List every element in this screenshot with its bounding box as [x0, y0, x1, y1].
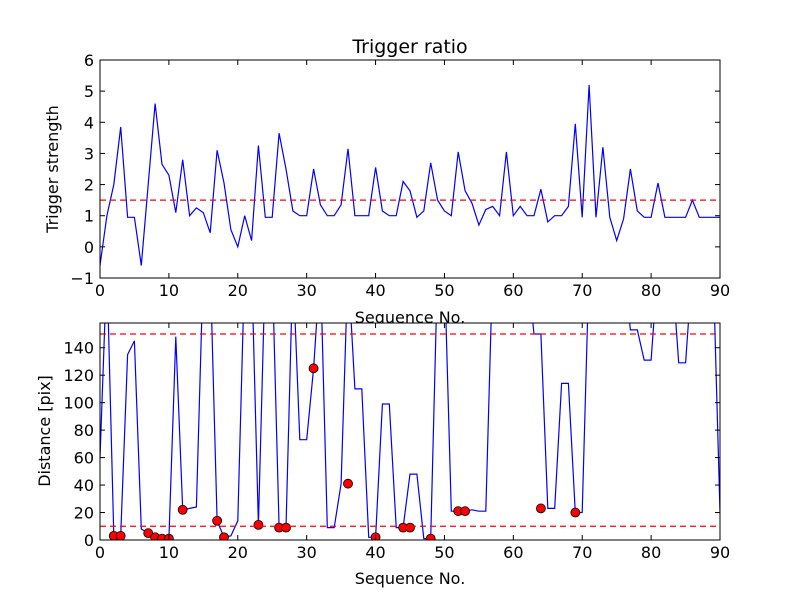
y-tick-label: 100 — [63, 394, 94, 413]
x-tick-label: 10 — [159, 543, 179, 562]
data-point — [425, 533, 436, 540]
series-line — [100, 323, 720, 540]
data-point — [343, 478, 353, 489]
x-tick-label: 60 — [503, 281, 523, 300]
y-tick-label: 140 — [63, 339, 94, 358]
data-point — [219, 532, 229, 540]
data-point — [212, 515, 223, 526]
data-point — [535, 503, 546, 514]
data-point — [405, 522, 415, 533]
y-tick-label: 40 — [74, 476, 94, 495]
x-tick-label: 0 — [95, 281, 105, 300]
chart-title: Trigger ratio — [351, 36, 467, 58]
x-tick-label: 90 — [710, 281, 730, 300]
x-tick-label: 80 — [641, 543, 661, 562]
data-point — [177, 504, 188, 515]
axes-frame — [99, 322, 721, 541]
y-axis-label: Trigger strength — [43, 105, 62, 234]
data-point — [281, 522, 291, 533]
y-tick-label: 120 — [63, 366, 94, 385]
x-tick-label: 10 — [159, 281, 179, 300]
x-tick-label: 40 — [365, 543, 385, 562]
x-tick-label: 70 — [572, 543, 592, 562]
x-axis-label: Sequence No. — [355, 308, 466, 327]
y-tick-label: 4 — [84, 113, 94, 132]
x-tick-label: 20 — [228, 543, 248, 562]
axes-frame — [99, 59, 721, 279]
data-point — [570, 507, 581, 518]
y-tick-label: −1 — [70, 269, 94, 288]
y-axis-label: Distance [pix] — [35, 375, 54, 487]
plot-area — [100, 60, 720, 278]
data-point — [460, 506, 471, 517]
x-tick-label: 90 — [710, 543, 730, 562]
data-point — [308, 363, 319, 374]
x-tick-label: 30 — [296, 281, 316, 300]
y-tick-label: 1 — [84, 207, 94, 226]
data-point — [253, 519, 264, 530]
x-tick-label: 0 — [95, 543, 105, 562]
y-tick-label: 80 — [74, 421, 94, 440]
y-tick-label: 3 — [84, 144, 94, 163]
y-tick-label: 20 — [74, 504, 94, 523]
y-tick-label: 60 — [74, 449, 94, 468]
distance-chart: 0 10 20 30 40 50 60 70 80 90 0 20 40 60 80 100 120 140 Se… — [35, 322, 730, 588]
data-point — [115, 530, 126, 540]
y-tick-label: 6 — [84, 51, 94, 70]
y-tick-label: 0 — [84, 238, 94, 257]
x-axis-label: Sequence No. — [355, 569, 466, 588]
y-tick-label: 2 — [84, 176, 94, 195]
x-tick-label: 60 — [503, 543, 523, 562]
plot-area — [100, 323, 720, 540]
x-tick-label: 50 — [434, 543, 454, 562]
y-tick-label: 5 — [84, 82, 94, 101]
x-tick-label: 70 — [572, 281, 592, 300]
y-tick-label: 0 — [84, 531, 94, 550]
x-tick-label: 40 — [365, 281, 385, 300]
x-tick-label: 30 — [296, 543, 316, 562]
series-line — [100, 84, 720, 266]
x-tick-label: 20 — [228, 281, 248, 300]
x-tick-label: 80 — [641, 281, 661, 300]
x-tick-label: 50 — [434, 281, 454, 300]
